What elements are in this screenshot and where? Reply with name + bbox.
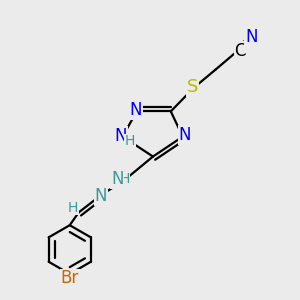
Text: H: H bbox=[68, 201, 78, 215]
Text: N: N bbox=[245, 28, 258, 46]
Text: N: N bbox=[179, 126, 191, 144]
Text: H: H bbox=[124, 134, 135, 148]
Text: S: S bbox=[187, 78, 199, 96]
Text: C: C bbox=[235, 42, 246, 60]
Text: Br: Br bbox=[61, 269, 79, 287]
Text: H: H bbox=[119, 172, 130, 186]
Text: N: N bbox=[111, 170, 124, 188]
Text: N: N bbox=[130, 101, 142, 119]
Text: N: N bbox=[115, 127, 127, 145]
Text: N: N bbox=[95, 188, 107, 206]
